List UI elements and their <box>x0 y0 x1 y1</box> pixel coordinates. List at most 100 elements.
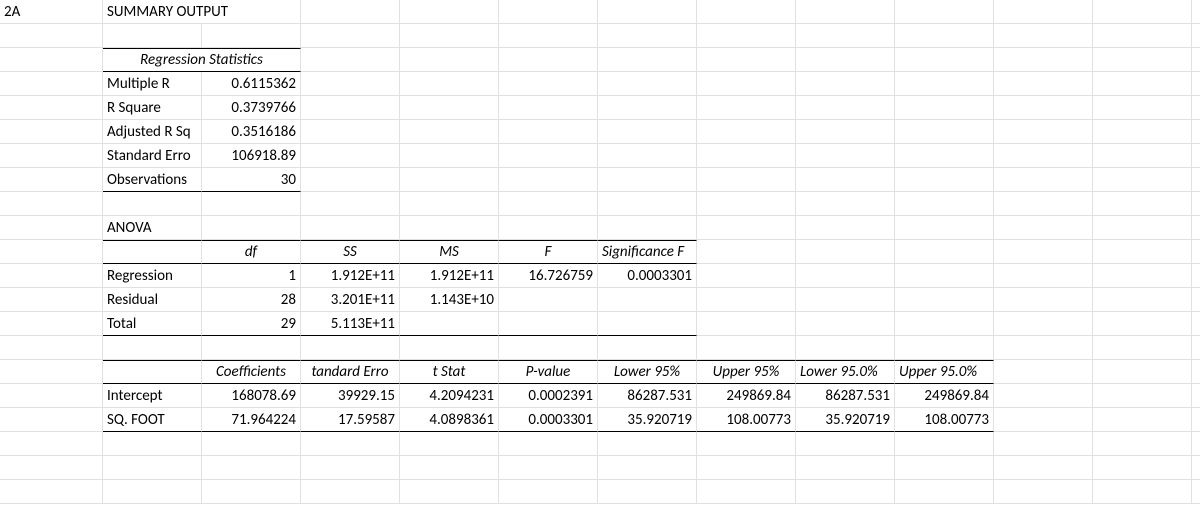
blank-cell[interactable] <box>796 144 895 168</box>
blank-cell[interactable] <box>895 96 994 120</box>
blank-cell[interactable] <box>301 432 400 456</box>
coef-header-coef[interactable]: Coefficients <box>202 360 301 384</box>
coef-value[interactable]: 71.964224 <box>202 408 301 432</box>
blank-cell[interactable] <box>499 168 598 192</box>
spreadsheet-grid[interactable]: 2A SUMMARY OUTPUT Regression Statistics … <box>0 0 1200 504</box>
blank-cell[interactable] <box>895 216 994 240</box>
blank-cell[interactable] <box>0 192 103 216</box>
blank-cell[interactable] <box>1093 408 1192 432</box>
blank-cell[interactable] <box>697 480 796 504</box>
blank-cell[interactable] <box>0 456 103 480</box>
blank-cell[interactable] <box>895 288 994 312</box>
blank-cell[interactable] <box>202 456 301 480</box>
regstats-label[interactable]: Standard Erro <box>103 144 202 168</box>
regstats-label[interactable]: Observations <box>103 168 202 192</box>
blank-cell[interactable] <box>103 336 202 360</box>
blank-cell[interactable] <box>697 168 796 192</box>
blank-cell[interactable] <box>697 24 796 48</box>
blank-cell[interactable] <box>400 168 499 192</box>
coef-header-u950[interactable]: Upper 95.0% <box>895 360 994 384</box>
blank-cell[interactable] <box>301 24 400 48</box>
regstats-value[interactable]: 0.3516186 <box>202 120 301 144</box>
blank-cell[interactable] <box>895 24 994 48</box>
blank-cell[interactable] <box>994 120 1093 144</box>
coef-value[interactable]: 86287.531 <box>598 384 697 408</box>
blank-cell[interactable] <box>697 144 796 168</box>
blank-cell[interactable] <box>796 48 895 72</box>
blank-cell[interactable] <box>697 456 796 480</box>
blank-cell[interactable] <box>1093 312 1192 336</box>
blank-cell[interactable] <box>499 144 598 168</box>
coef-value[interactable]: 4.2094231 <box>400 384 499 408</box>
anova-row-label[interactable]: Regression <box>103 264 202 288</box>
blank-cell[interactable] <box>994 480 1093 504</box>
coef-header-u95[interactable]: Upper 95% <box>697 360 796 384</box>
blank-cell[interactable] <box>697 72 796 96</box>
blank-cell[interactable] <box>400 216 499 240</box>
blank-cell[interactable] <box>796 216 895 240</box>
blank-cell[interactable] <box>499 72 598 96</box>
blank-cell[interactable] <box>994 0 1093 24</box>
blank-cell[interactable] <box>1192 72 1200 96</box>
blank-cell[interactable] <box>499 480 598 504</box>
blank-cell[interactable] <box>1192 168 1200 192</box>
coef-value[interactable]: 35.920719 <box>796 408 895 432</box>
blank-cell[interactable] <box>994 336 1093 360</box>
anova-sigf[interactable] <box>598 288 697 312</box>
blank-cell[interactable] <box>499 336 598 360</box>
regstats-value[interactable]: 30 <box>202 168 301 192</box>
anova-header-ms[interactable]: MS <box>400 240 499 264</box>
blank-cell[interactable] <box>697 336 796 360</box>
blank-cell[interactable] <box>1093 336 1192 360</box>
regstats-label[interactable]: Adjusted R Sq <box>103 120 202 144</box>
blank-cell[interactable] <box>994 408 1093 432</box>
blank-cell[interactable] <box>301 96 400 120</box>
blank-cell[interactable] <box>400 24 499 48</box>
blank-cell[interactable] <box>499 456 598 480</box>
blank-cell[interactable] <box>202 480 301 504</box>
blank-cell[interactable] <box>598 336 697 360</box>
blank-cell[interactable] <box>895 336 994 360</box>
blank-cell[interactable] <box>0 432 103 456</box>
blank-cell[interactable] <box>1192 144 1200 168</box>
blank-cell[interactable] <box>0 288 103 312</box>
blank-cell[interactable] <box>400 480 499 504</box>
blank-cell[interactable] <box>103 24 202 48</box>
blank-cell[interactable] <box>697 288 796 312</box>
anova-row-label[interactable]: Residual <box>103 288 202 312</box>
blank-cell[interactable] <box>1093 0 1192 24</box>
blank-cell[interactable] <box>895 120 994 144</box>
anova-f[interactable]: 16.726759 <box>499 264 598 288</box>
anova-sigf[interactable]: 0.0003301 <box>598 264 697 288</box>
blank-cell[interactable] <box>1093 456 1192 480</box>
blank-cell[interactable] <box>1093 192 1192 216</box>
anova-ms[interactable]: 1.912E+11 <box>400 264 499 288</box>
blank-cell[interactable] <box>202 336 301 360</box>
blank-cell[interactable] <box>895 72 994 96</box>
blank-cell[interactable] <box>0 384 103 408</box>
blank-cell[interactable] <box>994 24 1093 48</box>
blank-cell[interactable] <box>0 216 103 240</box>
blank-cell[interactable] <box>499 48 598 72</box>
blank-cell[interactable] <box>697 192 796 216</box>
coef-value[interactable]: 17.59587 <box>301 408 400 432</box>
blank-cell[interactable] <box>994 96 1093 120</box>
blank-cell[interactable] <box>1093 144 1192 168</box>
blank-cell[interactable] <box>598 192 697 216</box>
blank-cell[interactable] <box>0 264 103 288</box>
blank-cell[interactable] <box>499 120 598 144</box>
blank-cell[interactable] <box>895 456 994 480</box>
blank-cell[interactable] <box>1192 408 1200 432</box>
blank-cell[interactable] <box>400 144 499 168</box>
blank-cell[interactable] <box>598 96 697 120</box>
blank-cell[interactable] <box>0 72 103 96</box>
blank-cell[interactable] <box>796 24 895 48</box>
blank-cell[interactable] <box>598 120 697 144</box>
coef-value[interactable]: 4.0898361 <box>400 408 499 432</box>
blank-cell[interactable] <box>994 360 1093 384</box>
regstats-value[interactable]: 106918.89 <box>202 144 301 168</box>
blank-cell[interactable] <box>0 96 103 120</box>
blank-cell[interactable] <box>400 48 499 72</box>
coef-value[interactable]: 0.0002391 <box>499 384 598 408</box>
blank-cell[interactable] <box>994 384 1093 408</box>
